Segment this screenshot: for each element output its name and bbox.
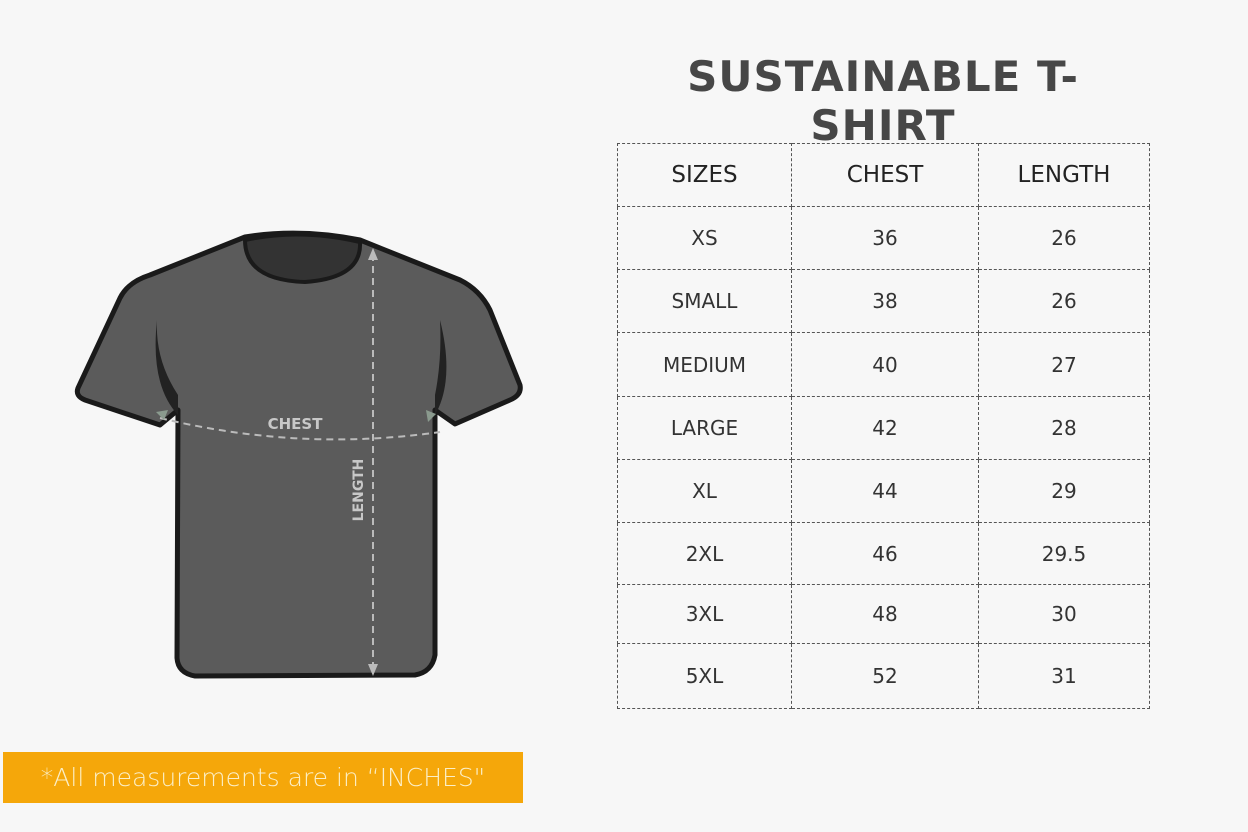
chest-label: CHEST bbox=[268, 415, 324, 433]
chest-cell: 40 bbox=[791, 332, 979, 397]
table-row: 2XL 46 29.5 bbox=[617, 522, 1150, 585]
length-cell: 27 bbox=[978, 332, 1150, 397]
length-bottom-arrow bbox=[368, 664, 378, 676]
chest-cell: 52 bbox=[791, 643, 979, 709]
size-cell: SMALL bbox=[617, 269, 792, 333]
size-cell: MEDIUM bbox=[617, 332, 792, 397]
length-top-arrow bbox=[368, 248, 378, 260]
chest-cell: 42 bbox=[791, 396, 979, 460]
table-row: XL 44 29 bbox=[617, 459, 1150, 523]
length-cell: 29 bbox=[978, 459, 1150, 523]
header-sizes: SIZES bbox=[617, 143, 792, 207]
header-chest: CHEST bbox=[791, 143, 979, 207]
size-cell: XL bbox=[617, 459, 792, 523]
length-cell: 30 bbox=[978, 584, 1150, 644]
size-chart-table: SIZES CHEST LENGTH XS 36 26 SMALL 38 26 MEDI… bbox=[617, 143, 1150, 709]
table-header-row: SIZES CHEST LENGTH bbox=[617, 143, 1150, 207]
chest-cell: 46 bbox=[791, 522, 979, 585]
table-row: MEDIUM 40 27 bbox=[617, 332, 1150, 397]
page-title: SUSTAINABLE T-SHIRT bbox=[687, 52, 1079, 150]
size-cell: XS bbox=[617, 206, 792, 270]
tshirt-illustration: CHEST LENGTH bbox=[74, 230, 523, 679]
size-cell: 2XL bbox=[617, 522, 792, 585]
length-label: LENGTH bbox=[351, 459, 367, 522]
length-cell: 26 bbox=[978, 269, 1150, 333]
length-cell: 29.5 bbox=[978, 522, 1150, 585]
table-row: SMALL 38 26 bbox=[617, 269, 1150, 333]
size-cell: LARGE bbox=[617, 396, 792, 460]
chest-cell: 36 bbox=[791, 206, 979, 270]
length-cell: 28 bbox=[978, 396, 1150, 460]
size-cell: 3XL bbox=[617, 584, 792, 644]
measurement-note-banner: *All measurements are in “INCHES" bbox=[3, 752, 523, 803]
table-row: 3XL 48 30 bbox=[617, 584, 1150, 644]
size-cell: 5XL bbox=[617, 643, 792, 709]
tshirt-body bbox=[74, 230, 523, 679]
tshirt-collar bbox=[242, 232, 363, 285]
table-row: LARGE 42 28 bbox=[617, 396, 1150, 460]
chest-right-arrow bbox=[426, 410, 436, 422]
right-armpit-shadow bbox=[435, 320, 447, 415]
chest-measure-line bbox=[159, 417, 441, 441]
left-armpit-shadow bbox=[155, 320, 178, 415]
chest-cell: 44 bbox=[791, 459, 979, 523]
header-length: LENGTH bbox=[978, 143, 1150, 207]
length-cell: 31 bbox=[978, 643, 1150, 709]
chest-cell: 48 bbox=[791, 584, 979, 644]
table-row: XS 36 26 bbox=[617, 206, 1150, 270]
chest-left-arrow bbox=[156, 410, 168, 420]
table-row: 5XL 52 31 bbox=[617, 643, 1150, 709]
length-cell: 26 bbox=[978, 206, 1150, 270]
chest-cell: 38 bbox=[791, 269, 979, 333]
